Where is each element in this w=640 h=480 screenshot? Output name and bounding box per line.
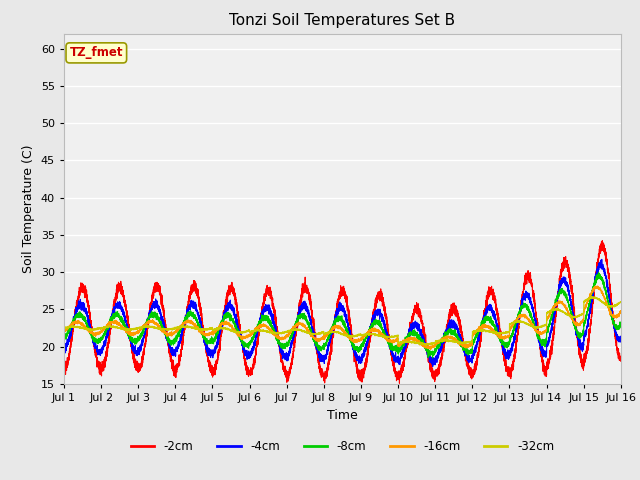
-32cm bbox=[423, 342, 431, 348]
-16cm bbox=[617, 310, 625, 315]
-8cm bbox=[250, 337, 257, 343]
Legend: -2cm, -4cm, -8cm, -16cm, -32cm: -2cm, -4cm, -8cm, -16cm, -32cm bbox=[126, 435, 559, 458]
-2cm bbox=[594, 260, 602, 266]
-32cm bbox=[467, 338, 475, 344]
-4cm bbox=[60, 348, 68, 354]
X-axis label: Time: Time bbox=[327, 408, 358, 421]
-4cm bbox=[250, 344, 257, 350]
-32cm bbox=[587, 295, 595, 301]
-2cm bbox=[617, 359, 625, 364]
-32cm bbox=[617, 299, 625, 305]
-2cm bbox=[598, 238, 606, 243]
Text: TZ_fmet: TZ_fmet bbox=[70, 47, 123, 60]
-4cm bbox=[483, 308, 491, 313]
-4cm bbox=[467, 359, 475, 364]
-32cm bbox=[588, 293, 595, 299]
Line: -2cm: -2cm bbox=[64, 240, 621, 383]
-16cm bbox=[594, 286, 602, 291]
-8cm bbox=[60, 336, 68, 342]
Line: -32cm: -32cm bbox=[64, 296, 621, 345]
Y-axis label: Soil Temperature (C): Soil Temperature (C) bbox=[22, 144, 35, 273]
-4cm bbox=[587, 310, 595, 316]
-16cm bbox=[250, 329, 257, 335]
Line: -8cm: -8cm bbox=[64, 272, 621, 358]
-4cm bbox=[617, 334, 625, 340]
-16cm bbox=[427, 347, 435, 352]
-32cm bbox=[594, 296, 602, 301]
-16cm bbox=[467, 342, 475, 348]
-8cm bbox=[483, 313, 491, 319]
-8cm bbox=[594, 275, 602, 280]
-8cm bbox=[429, 355, 436, 361]
-4cm bbox=[594, 265, 602, 271]
-4cm bbox=[598, 256, 605, 262]
-2cm bbox=[60, 361, 68, 367]
-4cm bbox=[324, 348, 332, 354]
-2cm bbox=[483, 303, 491, 309]
-8cm bbox=[587, 296, 595, 301]
-16cm bbox=[60, 329, 68, 335]
-16cm bbox=[483, 323, 491, 328]
-8cm bbox=[467, 349, 475, 355]
-8cm bbox=[617, 322, 625, 328]
-16cm bbox=[594, 283, 602, 289]
-32cm bbox=[324, 329, 332, 335]
-16cm bbox=[324, 332, 332, 338]
Line: -4cm: -4cm bbox=[64, 259, 621, 366]
-8cm bbox=[595, 269, 602, 275]
-2cm bbox=[467, 372, 475, 378]
-8cm bbox=[324, 336, 332, 342]
-2cm bbox=[396, 380, 403, 386]
-4cm bbox=[429, 363, 436, 369]
Title: Tonzi Soil Temperatures Set B: Tonzi Soil Temperatures Set B bbox=[229, 13, 456, 28]
-32cm bbox=[250, 329, 257, 335]
Line: -16cm: -16cm bbox=[64, 286, 621, 349]
-32cm bbox=[60, 324, 68, 330]
-2cm bbox=[250, 361, 257, 367]
-16cm bbox=[587, 292, 595, 298]
-2cm bbox=[324, 369, 332, 375]
-32cm bbox=[483, 328, 491, 334]
-2cm bbox=[587, 318, 595, 324]
